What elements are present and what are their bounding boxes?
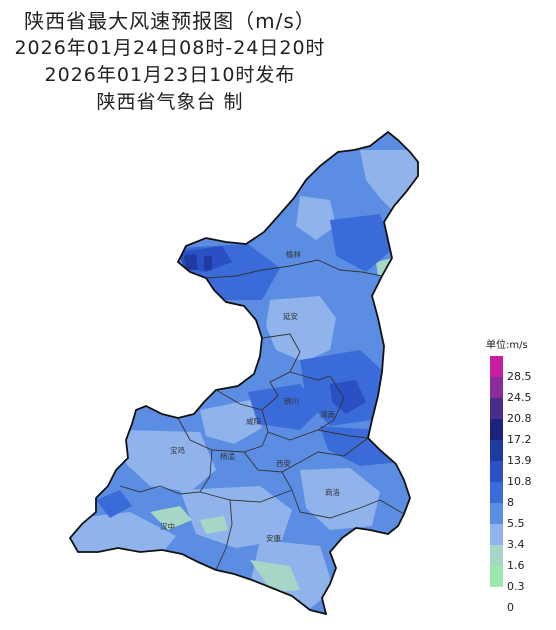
legend-swatch bbox=[490, 524, 503, 545]
city-label-yulin: 榆林 bbox=[286, 249, 301, 259]
legend-label: 28.5 bbox=[507, 370, 532, 383]
wind-contours bbox=[70, 150, 418, 614]
city-boundaries bbox=[119, 259, 405, 571]
city-label-yangling: 杨凌 bbox=[220, 451, 235, 461]
city-label-xianyang: 咸阳 bbox=[246, 416, 261, 426]
legend-swatch bbox=[490, 419, 503, 440]
legend-label: 24.5 bbox=[507, 391, 532, 404]
city-label-hanzhong: 汉中 bbox=[160, 521, 175, 531]
legend-label: 5.5 bbox=[507, 517, 525, 530]
legend-swatch bbox=[490, 566, 503, 587]
issuer: 陕西省气象台 制 bbox=[96, 91, 244, 113]
legend-swatch bbox=[490, 545, 503, 566]
city-label-ankang: 安康 bbox=[266, 533, 281, 543]
legend-label: 13.9 bbox=[507, 454, 532, 467]
map-title: 陕西省最大风速预报图（m/s） bbox=[24, 9, 316, 33]
legend-label: 0 bbox=[507, 601, 514, 614]
legend-swatch bbox=[490, 377, 503, 398]
forecast-period: 2026年01月24日08时-24日20时 bbox=[14, 37, 326, 59]
legend-label: 0.3 bbox=[507, 580, 525, 593]
legend-label: 10.8 bbox=[507, 475, 532, 488]
city-label-tongchuan: 铜川 bbox=[284, 396, 299, 406]
legend-title: 单位:m/s bbox=[486, 340, 528, 351]
city-label-weinan: 渭南 bbox=[320, 409, 335, 419]
city-labels: 榆林 延安 铜川 渭南 咸阳 宝鸡 杨凌 西安 商洛 汉中 安康 bbox=[160, 249, 340, 543]
legend-label: 3.4 bbox=[507, 538, 525, 551]
issue-time: 2026年01月23日10时发布 bbox=[44, 64, 296, 86]
legend-swatch bbox=[490, 482, 503, 503]
legend-swatch bbox=[490, 503, 503, 524]
title-block: 陕西省最大风速预报图（m/s） 2026年01月24日08时-24日20时 20… bbox=[0, 8, 340, 116]
city-label-baoji: 宝鸡 bbox=[170, 445, 185, 455]
legend-swatch bbox=[490, 356, 503, 377]
legend-swatch bbox=[490, 440, 503, 461]
city-label-shangluo: 商洛 bbox=[325, 487, 340, 497]
legend-label: 20.8 bbox=[507, 412, 532, 425]
legend-label: 8 bbox=[507, 496, 514, 509]
province-outline bbox=[68, 130, 419, 616]
city-label-xian: 西安 bbox=[276, 458, 291, 468]
legend-swatch bbox=[490, 398, 503, 419]
legend-label: 17.2 bbox=[507, 433, 532, 446]
legend-swatch bbox=[490, 461, 503, 482]
legend-label: 1.6 bbox=[507, 559, 525, 572]
city-label-yanan: 延安 bbox=[283, 311, 298, 321]
